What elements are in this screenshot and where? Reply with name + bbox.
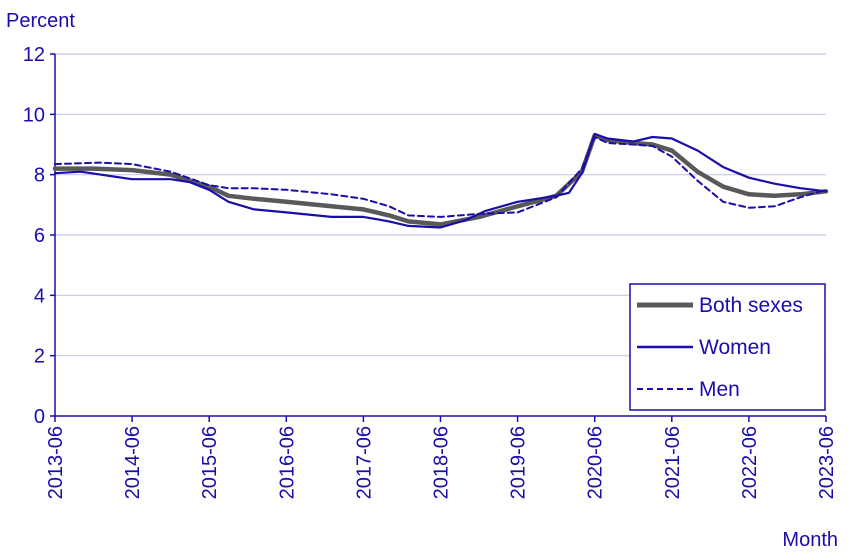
legend-label-women: Women <box>699 336 771 359</box>
y-tick-label: 12 <box>23 44 45 66</box>
x-tick-label: 2020-06 <box>585 426 607 499</box>
axes: 0 2 4 6 8 10 12 2013-06 2014-06 2015-06 2016-06 201… <box>23 44 838 499</box>
x-tick-label: 2014-06 <box>122 426 144 499</box>
y-tick-label: 4 <box>34 285 45 307</box>
series-line-men <box>54 136 827 218</box>
series-line-both-sexes <box>52 133 829 227</box>
y-tick-label: 0 <box>34 406 45 428</box>
x-tick-label: 2021-06 <box>662 426 684 499</box>
y-tick-label: 2 <box>34 346 45 368</box>
x-tick-label: 2023-06 <box>816 426 838 499</box>
x-tick-label: 2016-06 <box>276 426 298 499</box>
legend: Both sexes Women Men <box>629 283 826 411</box>
legend-label-men: Men <box>699 378 740 401</box>
axis-labels: Percent Month <box>6 10 838 551</box>
legend-label-both-sexes: Both sexes <box>699 294 803 317</box>
x-tick-label: 2013-06 <box>45 426 67 499</box>
x-tick-label: 2018-06 <box>431 426 453 499</box>
y-axis-title: Percent <box>6 10 75 32</box>
x-axis-title: Month <box>782 529 838 551</box>
x-tick-label: 2022-06 <box>739 426 761 499</box>
y-tick-label: 6 <box>34 225 45 247</box>
y-tick-label: 10 <box>23 104 45 126</box>
y-tick-label: 8 <box>34 165 45 187</box>
series-lines <box>52 132 829 229</box>
series-line-women <box>53 132 828 229</box>
x-tick-label: 2015-06 <box>199 426 221 499</box>
x-tick-label: 2017-06 <box>353 426 375 499</box>
x-tick-label: 2019-06 <box>508 426 530 499</box>
